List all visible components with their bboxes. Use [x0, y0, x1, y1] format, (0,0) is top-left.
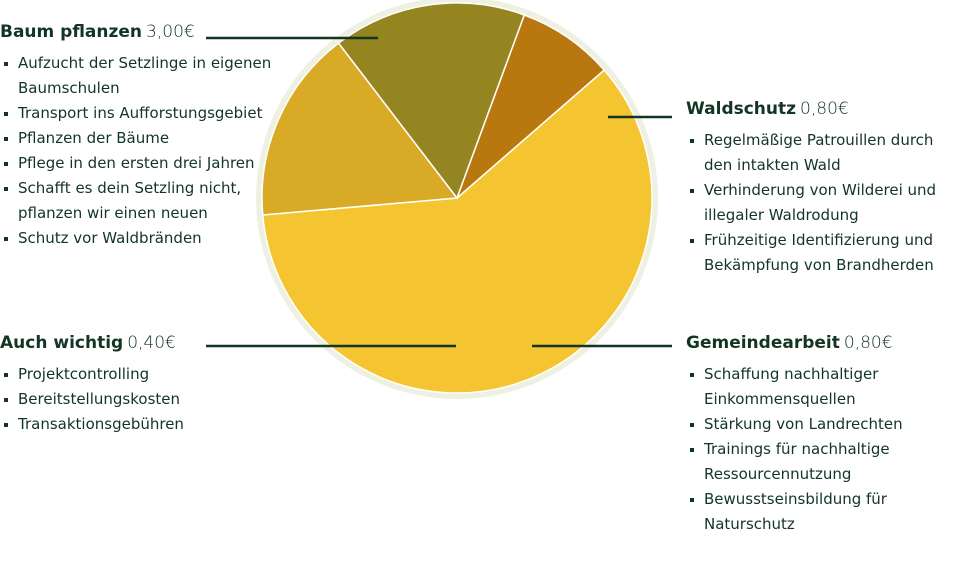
value-label: 0,80€: [800, 99, 849, 119]
slice-label: Auch wichtig 0,40€ Projektcontrolling Berei…: [0, 331, 270, 437]
bullet-item: Transaktionsgebühren: [4, 412, 270, 437]
bullet-item: Verhinderung von Wilderei und illegaler …: [690, 178, 956, 228]
bullet-item: Aufzucht der Setzlinge in eigenen Baumsc…: [4, 51, 275, 101]
bullet-item: Stärkung von Landrechten: [690, 412, 956, 437]
leader-lines: [206, 36, 672, 348]
label-head: Gemeindearbeit 0,80€: [686, 331, 956, 356]
bullet-item: Pflanzen der Bäume: [4, 126, 275, 151]
bullet-item: Schafft es dein Setzling nicht, pflanzen…: [4, 176, 275, 226]
bullet-item: Transport ins Aufforstungsgebiet: [4, 101, 275, 126]
category-name: Gemeindearbeit: [686, 333, 840, 353]
value-label: 0,40€: [127, 333, 176, 353]
label-head: Baum pflanzen 3,00€: [0, 20, 275, 45]
pie-slice: [261, 69, 653, 394]
pie-slice: [261, 42, 459, 216]
bullet-list: Aufzucht der Setzlinge in eigenen Baumsc…: [0, 51, 275, 251]
bullet-item: Schaffung nachhaltiger Einkommensquellen: [690, 362, 956, 412]
bullet-item: Trainings für nachhaltige Ressourcennutz…: [690, 437, 956, 487]
bullet-item: Bereitstellungskosten: [4, 387, 270, 412]
bullet-item: Bewusstseinsbildung für Naturschutz: [690, 487, 956, 537]
bullet-item: Frühzeitige Identifizierung und Bekämpfu…: [690, 228, 956, 278]
category-name: Baum pflanzen: [0, 22, 143, 42]
slice-label: Baum pflanzen 3,00€ Aufzucht der Setzlinge…: [0, 20, 275, 251]
category-name: Waldschutz: [686, 99, 797, 119]
slice-label: Gemeindearbeit 0,80€ Schaffung nachhaltige…: [686, 331, 956, 537]
bullet-item: Projektcontrolling: [4, 362, 270, 387]
bullet-list: Projektcontrolling Bereitstellungskosten T…: [0, 362, 270, 437]
bullet-list: Schaffung nachhaltiger Einkommensquellen…: [686, 362, 956, 537]
pie-slice: [337, 2, 526, 200]
pie: [261, 2, 653, 394]
value-label: 3,00€: [146, 22, 195, 42]
pie-slice: [456, 14, 606, 199]
label-head: Auch wichtig 0,40€: [0, 331, 270, 356]
category-name: Auch wichtig: [0, 333, 124, 353]
slice-label: Waldschutz 0,80€ Regelmäßige Patrouillen d…: [686, 97, 956, 278]
bullet-item: Schutz vor Waldbränden: [4, 226, 275, 251]
bullet-list: Regelmäßige Patrouillen durch den intakt…: [686, 128, 956, 278]
value-label: 0,80€: [843, 333, 893, 353]
bullet-item: Pflege in den ersten drei Jahren: [4, 151, 275, 176]
bullet-item: Regelmäßige Patrouillen durch den intakt…: [690, 128, 956, 178]
label-head: Waldschutz 0,80€: [686, 97, 956, 122]
